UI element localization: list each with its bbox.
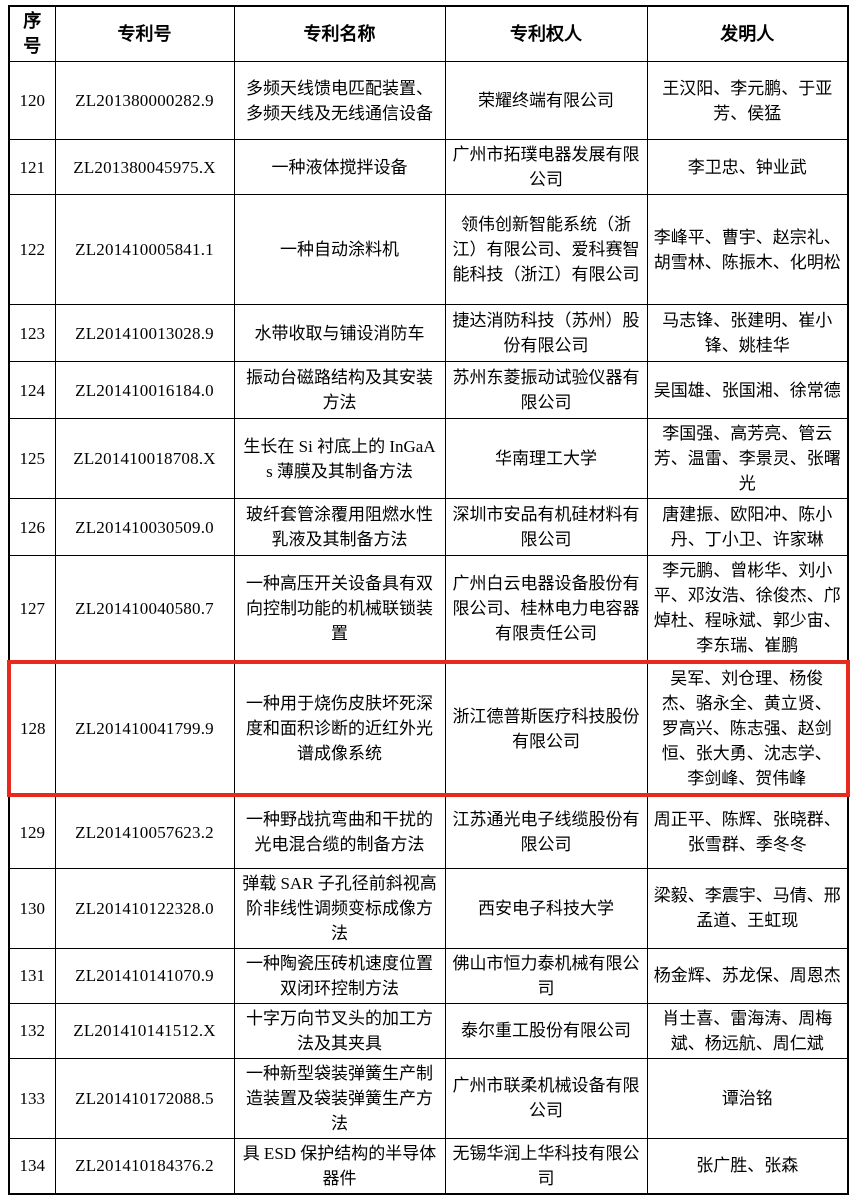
cell-serial-no: 133 xyxy=(8,1057,56,1139)
column-header-patent-name: 专利名称 xyxy=(233,5,446,62)
cell-patent-name: 一种高压开关设备具有双向控制功能的机械联锁装置 xyxy=(233,555,446,663)
cell-patent-name: 弹载 SAR 子孔径前斜视高阶非线性调频变标成像方法 xyxy=(233,867,446,949)
table-row: 131 ZL201410141070.9 一种陶瓷压砖机速度位置双闭环控制方法 … xyxy=(8,947,849,1004)
cell-serial-no: 123 xyxy=(8,304,56,362)
cell-patent-owner: 广州市联柔机械设备有限公司 xyxy=(444,1057,648,1139)
cell-patent-no: ZL201410184376.2 xyxy=(54,1137,235,1194)
cell-serial-no: 125 xyxy=(8,418,56,499)
cell-patent-owner: 深圳市安品有机硅材料有限公司 xyxy=(444,498,648,556)
table-row: 127 ZL201410040580.7 一种高压开关设备具有双向控制功能的机械… xyxy=(8,555,849,663)
table-body: 120 ZL201380000282.9 多频天线馈电匹配装置、多频天线及无线通… xyxy=(7,61,850,1194)
highlighted-row: 128 ZL201410041799.9 一种用于烧伤皮肤坏死深度和面积诊断的近… xyxy=(7,660,850,797)
table-row: 133 ZL201410172088.5 一种新型袋装弹簧生产制造装置及袋装弹簧… xyxy=(8,1057,849,1139)
cell-patent-owner: 浙江德普斯医疗科技股份有限公司 xyxy=(444,660,648,797)
cell-patent-owner: 江苏通光电子线缆股份有限公司 xyxy=(444,794,648,869)
cell-patent-owner: 泰尔重工股份有限公司 xyxy=(444,1002,648,1059)
cell-inventors: 王汉阳、李元鹏、于亚芳、侯猛 xyxy=(646,61,849,140)
cell-inventors: 吴军、刘仓理、杨俊杰、骆永全、黄立贤、罗高兴、陈志强、赵剑恒、张大勇、沈志学、李… xyxy=(646,660,850,797)
table-row: 121 ZL201380045975.X 一种液体搅拌设备 广州市拓璞电器发展有… xyxy=(8,139,849,195)
cell-patent-owner: 广州市拓璞电器发展有限公司 xyxy=(444,139,648,195)
column-header-serial-no: 序号 xyxy=(8,5,56,62)
cell-patent-name: 玻纤套管涂覆用阻燃水性乳液及其制备方法 xyxy=(233,498,446,556)
cell-patent-no: ZL201410141512.X xyxy=(54,1002,235,1059)
column-header-inventors: 发明人 xyxy=(646,5,849,62)
cell-patent-owner: 领伟创新智能系统（浙江）有限公司、爱科赛智能科技（浙江）有限公司 xyxy=(444,194,648,305)
cell-patent-name: 一种陶瓷压砖机速度位置双闭环控制方法 xyxy=(233,947,446,1004)
cell-patent-no: ZL201410016184.0 xyxy=(54,361,235,419)
cell-serial-no: 131 xyxy=(8,947,56,1004)
cell-patent-name: 一种自动涂料机 xyxy=(233,194,446,305)
cell-patent-no: ZL201410018708.X xyxy=(54,418,235,499)
cell-inventors: 杨金辉、苏龙保、周恩杰 xyxy=(646,947,849,1004)
table-row: 126 ZL201410030509.0 玻纤套管涂覆用阻燃水性乳液及其制备方法… xyxy=(8,498,849,556)
cell-patent-no: ZL201410122328.0 xyxy=(54,867,235,949)
table-row: 132 ZL201410141512.X 十字万向节叉头的加工方法及其夹具 泰尔… xyxy=(8,1002,849,1059)
cell-inventors: 周正平、陈辉、张晓群、张雪群、季冬冬 xyxy=(646,794,849,869)
cell-patent-no: ZL201410013028.9 xyxy=(54,304,235,362)
cell-inventors: 李峰平、曹宇、赵宗礼、胡雪林、陈振木、化明松 xyxy=(646,194,849,305)
cell-serial-no: 126 xyxy=(8,498,56,556)
table-row: 129 ZL201410057623.2 一种野战抗弯曲和干扰的光电混合缆的制备… xyxy=(8,794,849,869)
cell-inventors: 李国强、高芳亮、管云芳、温雷、李景灵、张曙光 xyxy=(646,418,849,499)
cell-serial-no: 134 xyxy=(8,1137,56,1194)
cell-serial-no: 124 xyxy=(8,361,56,419)
cell-patent-owner: 华南理工大学 xyxy=(444,418,648,499)
cell-patent-name: 生长在 Si 衬底上的 InGaAs 薄膜及其制备方法 xyxy=(233,418,446,499)
patent-table: 序号 专利号 专利名称 专利权人 发明人 120 ZL201380000282.… xyxy=(7,5,850,1195)
table-row: 124 ZL201410016184.0 振动台磁路结构及其安装方法 苏州东菱振… xyxy=(8,361,849,419)
cell-patent-name: 十字万向节叉头的加工方法及其夹具 xyxy=(233,1002,446,1059)
cell-serial-no: 130 xyxy=(8,867,56,949)
cell-serial-no: 121 xyxy=(8,139,56,195)
cell-patent-owner: 广州白云电器设备股份有限公司、桂林电力电容器有限责任公司 xyxy=(444,555,648,663)
cell-patent-no: ZL201380045975.X xyxy=(54,139,235,195)
cell-inventors: 张广胜、张森 xyxy=(646,1137,849,1194)
cell-serial-no: 127 xyxy=(8,555,56,663)
cell-patent-no: ZL201410040580.7 xyxy=(54,555,235,663)
cell-serial-no: 129 xyxy=(8,794,56,869)
cell-patent-no: ZL201410057623.2 xyxy=(54,794,235,869)
table-row: 125 ZL201410018708.X 生长在 Si 衬底上的 InGaAs … xyxy=(8,418,849,499)
cell-serial-no: 120 xyxy=(8,61,56,140)
cell-inventors: 吴国雄、张国湘、徐常德 xyxy=(646,361,849,419)
cell-patent-no: ZL201380000282.9 xyxy=(54,61,235,140)
cell-patent-no: ZL201410005841.1 xyxy=(54,194,235,305)
cell-inventors: 马志锋、张建明、崔小锋、姚桂华 xyxy=(646,304,849,362)
cell-patent-name: 一种新型袋装弹簧生产制造装置及袋装弹簧生产方法 xyxy=(233,1057,446,1139)
cell-patent-no: ZL201410141070.9 xyxy=(54,947,235,1004)
table-row: 122 ZL201410005841.1 一种自动涂料机 领伟创新智能系统（浙江… xyxy=(8,194,849,305)
cell-patent-no: ZL201410172088.5 xyxy=(54,1057,235,1139)
cell-patent-name: 一种液体搅拌设备 xyxy=(233,139,446,195)
cell-patent-name: 水带收取与铺设消防车 xyxy=(233,304,446,362)
cell-inventors: 梁毅、李震宇、马倩、邢孟道、王虹现 xyxy=(646,867,849,949)
table-row: 123 ZL201410013028.9 水带收取与铺设消防车 捷达消防科技（苏… xyxy=(8,304,849,362)
table-row: 130 ZL201410122328.0 弹载 SAR 子孔径前斜视高阶非线性调… xyxy=(8,867,849,949)
cell-inventors: 谭治铭 xyxy=(646,1057,849,1139)
column-header-patent-no: 专利号 xyxy=(54,5,235,62)
cell-patent-name: 一种用于烧伤皮肤坏死深度和面积诊断的近红外光谱成像系统 xyxy=(233,660,446,797)
cell-patent-owner: 荣耀终端有限公司 xyxy=(444,61,648,140)
table-row: 120 ZL201380000282.9 多频天线馈电匹配装置、多频天线及无线通… xyxy=(8,61,849,140)
cell-patent-name: 多频天线馈电匹配装置、多频天线及无线通信设备 xyxy=(233,61,446,140)
cell-patent-owner: 苏州东菱振动试验仪器有限公司 xyxy=(444,361,648,419)
cell-inventors: 唐建振、欧阳冲、陈小丹、丁小卫、许家琳 xyxy=(646,498,849,556)
cell-inventors: 李元鹏、曾彬华、刘小平、邓汝浩、徐俊杰、邝焯杜、程咏斌、郭少宙、李东瑞、崔鹏 xyxy=(646,555,849,663)
cell-serial-no: 132 xyxy=(8,1002,56,1059)
cell-patent-owner: 佛山市恒力泰机械有限公司 xyxy=(444,947,648,1004)
cell-patent-owner: 捷达消防科技（苏州）股份有限公司 xyxy=(444,304,648,362)
column-header-patent-owner: 专利权人 xyxy=(444,5,648,62)
table-header-row: 序号 专利号 专利名称 专利权人 发明人 xyxy=(8,5,849,62)
cell-patent-name: 一种野战抗弯曲和干扰的光电混合缆的制备方法 xyxy=(233,794,446,869)
table-row: 134 ZL201410184376.2 具 ESD 保护结构的半导体器件 无锡… xyxy=(8,1137,849,1194)
cell-patent-no: ZL201410041799.9 xyxy=(54,660,235,797)
cell-inventors: 李卫忠、钟业武 xyxy=(646,139,849,195)
cell-inventors: 肖士喜、雷海涛、周梅斌、杨远航、周仁斌 xyxy=(646,1002,849,1059)
cell-serial-no: 128 xyxy=(7,660,56,797)
cell-patent-no: ZL201410030509.0 xyxy=(54,498,235,556)
cell-patent-name: 具 ESD 保护结构的半导体器件 xyxy=(233,1137,446,1194)
cell-patent-owner: 无锡华润上华科技有限公司 xyxy=(444,1137,648,1194)
cell-serial-no: 122 xyxy=(8,194,56,305)
cell-patent-owner: 西安电子科技大学 xyxy=(444,867,648,949)
cell-patent-name: 振动台磁路结构及其安装方法 xyxy=(233,361,446,419)
